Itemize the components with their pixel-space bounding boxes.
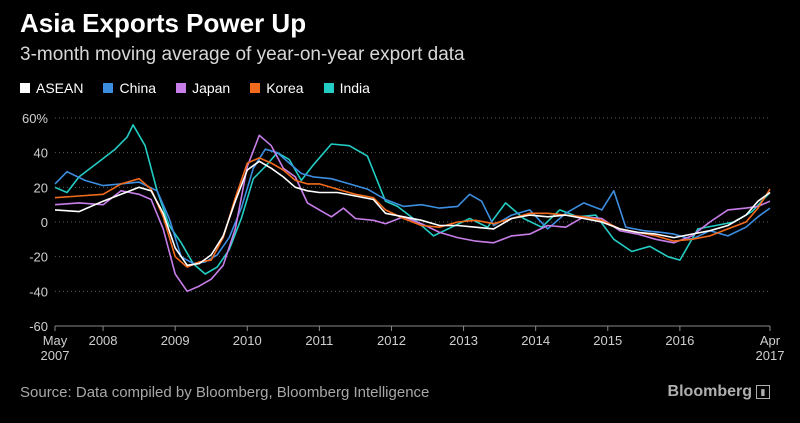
legend-swatch-india	[323, 83, 334, 93]
legend-swatch-japan	[176, 83, 187, 93]
bloomberg-chart-icon: ▮	[756, 385, 770, 399]
y-tick-label: -60	[29, 319, 48, 334]
x-tick-label: 2009	[161, 333, 190, 348]
x-tick-label: 2015	[593, 333, 622, 348]
x-tick-label: 2016	[665, 333, 694, 348]
legend-label-china: China	[119, 80, 157, 96]
x-tick-label: 2010	[233, 333, 262, 348]
legend-label-japan: Japan	[192, 80, 231, 96]
brand-name: Bloomberg	[667, 383, 752, 400]
y-tick-label: 60%	[22, 111, 48, 126]
chart-title: Asia Exports Power Up	[20, 8, 307, 38]
brand-logo: Bloomberg ▮	[668, 383, 770, 401]
legend-item-japan: Japan	[176, 80, 230, 96]
x-tick-label-year: 2007	[41, 348, 70, 363]
legend-label-korea: Korea	[266, 80, 304, 96]
y-tick-label: -20	[29, 250, 48, 265]
x-tick-label-year: 2017	[756, 348, 785, 363]
y-tick-label: 0	[41, 215, 48, 230]
x-tick-label: 2011	[305, 333, 333, 348]
series-line-china	[54, 148, 771, 265]
legend-swatch-korea	[250, 83, 261, 93]
legend-label-india: India	[339, 80, 370, 96]
y-tick-label: -40	[29, 284, 48, 299]
legend-label-asean: ASEAN	[36, 80, 84, 96]
series-line-korea	[54, 157, 771, 268]
x-tick-label: May	[43, 333, 68, 348]
series-line-japan	[54, 134, 771, 293]
x-tick-label: 2013	[449, 333, 478, 348]
legend-item-india: India	[323, 80, 370, 96]
legend-item-asean: ASEAN	[20, 80, 83, 96]
legend-item-china: China	[103, 80, 156, 96]
chart-subtitle: 3-month moving average of year-on-year e…	[20, 44, 465, 65]
legend-item-korea: Korea	[250, 80, 304, 96]
x-tick-label: 2008	[89, 333, 118, 348]
x-tick-label: 2012	[377, 333, 406, 348]
legend-swatch-asean	[20, 83, 30, 93]
series-line-asean	[54, 160, 771, 267]
legend-swatch-china	[103, 83, 114, 93]
x-tick-label: Apr	[760, 333, 781, 348]
legend: ASEAN China Japan Korea India	[20, 80, 370, 96]
series-line-india	[54, 124, 771, 275]
y-tick-label: 40	[34, 146, 48, 161]
source-note: Source: Data compiled by Bloomberg, Bloo…	[20, 384, 430, 401]
x-tick-label: 2014	[521, 333, 550, 348]
y-tick-label: 20	[34, 180, 48, 195]
